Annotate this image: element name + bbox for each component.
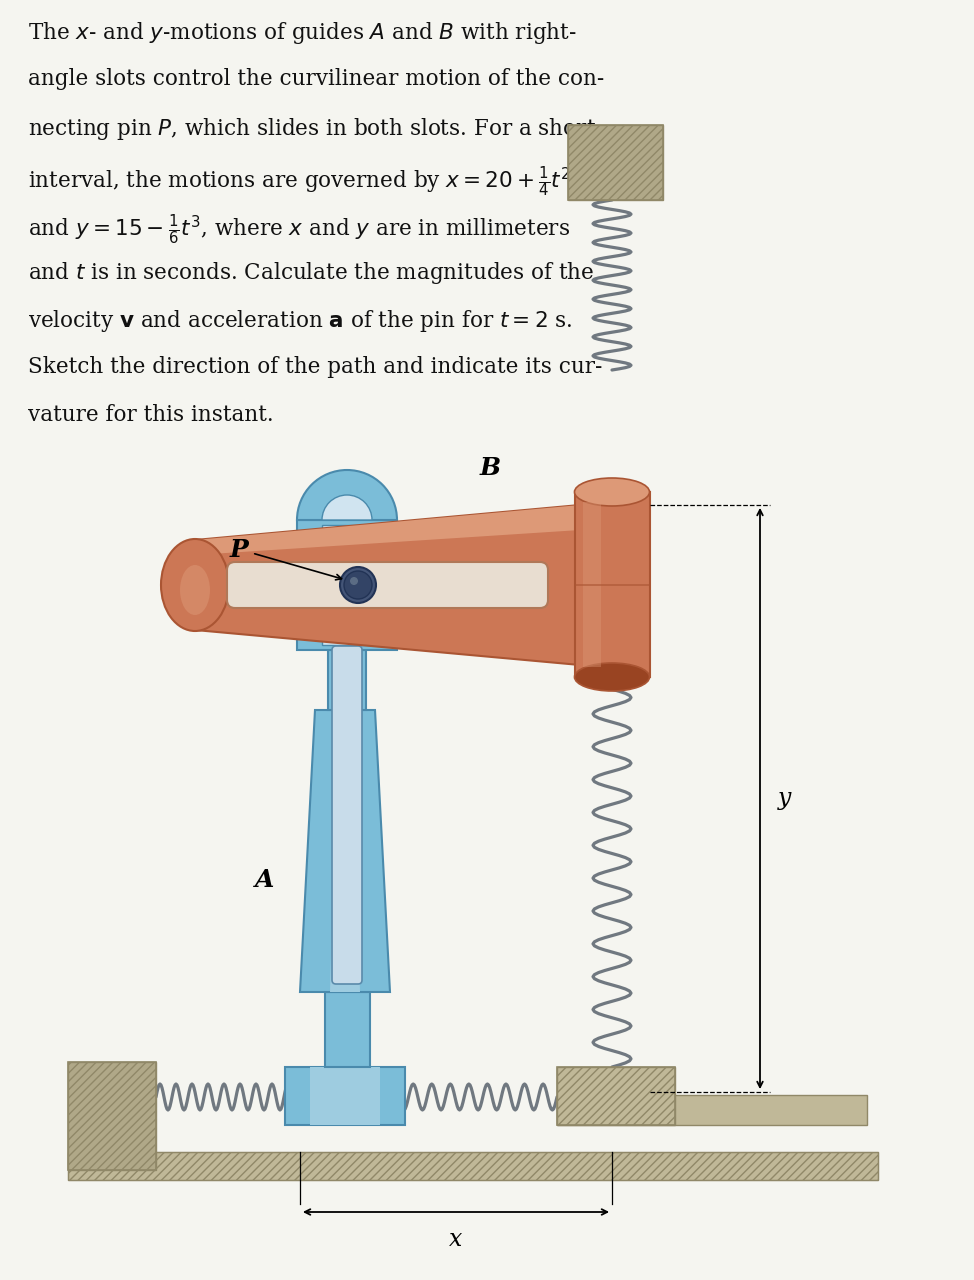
Circle shape [340,567,376,603]
Bar [310,1068,380,1125]
Bar [325,992,370,1068]
Text: and $y = 15 - \frac{1}{6}t^3$, where $x$ and $y$ are in millimeters: and $y = 15 - \frac{1}{6}t^3$, where $x$… [28,212,570,247]
Bar [557,1068,675,1125]
Text: B: B [479,456,501,480]
Text: Sketch the direction of the path and indicate its cur-: Sketch the direction of the path and ind… [28,356,602,378]
Text: P: P [229,538,248,562]
Bar [557,1068,675,1125]
Wedge shape [297,470,397,520]
Text: velocity $\mathbf{v}$ and acceleration $\mathbf{a}$ of the pin for $t = 2$ s.: velocity $\mathbf{v}$ and acceleration $… [28,308,573,334]
FancyBboxPatch shape [332,646,362,984]
Bar [328,650,366,710]
Circle shape [350,577,358,585]
Text: The $x$- and $y$-motions of guides $A$ and $B$ with right-: The $x$- and $y$-motions of guides $A$ a… [28,20,577,46]
Text: y: y [778,787,791,810]
Bar [575,492,650,677]
Bar [68,1152,878,1180]
Text: A: A [255,868,275,892]
Bar [68,1062,156,1170]
Bar [68,1062,156,1170]
Text: and $t$ is in seconds. Calculate the magnitudes of the: and $t$ is in seconds. Calculate the mag… [28,260,594,285]
Bar [557,1094,867,1125]
Bar [322,525,372,645]
Text: angle slots control the curvilinear motion of the con-: angle slots control the curvilinear moti… [28,68,604,90]
Polygon shape [300,710,390,992]
Polygon shape [330,710,360,992]
Bar [583,502,601,667]
Text: necting pin $P$, which slides in both slots. For a short: necting pin $P$, which slides in both sl… [28,116,596,142]
Polygon shape [195,506,580,666]
Wedge shape [322,495,372,520]
Ellipse shape [180,564,210,614]
Text: interval, the motions are governed by $x = 20 + \frac{1}{4}t^2$: interval, the motions are governed by $x… [28,164,571,198]
Ellipse shape [161,539,229,631]
Bar [568,125,663,200]
Polygon shape [195,506,580,556]
Ellipse shape [575,477,650,506]
Bar [568,125,663,200]
FancyBboxPatch shape [227,562,548,608]
Ellipse shape [575,663,650,691]
Circle shape [344,571,372,599]
Text: vature for this instant.: vature for this instant. [28,404,274,426]
Text: x: x [449,1228,463,1251]
Bar [68,1152,878,1180]
Bar [285,1068,405,1125]
Bar [297,520,397,650]
